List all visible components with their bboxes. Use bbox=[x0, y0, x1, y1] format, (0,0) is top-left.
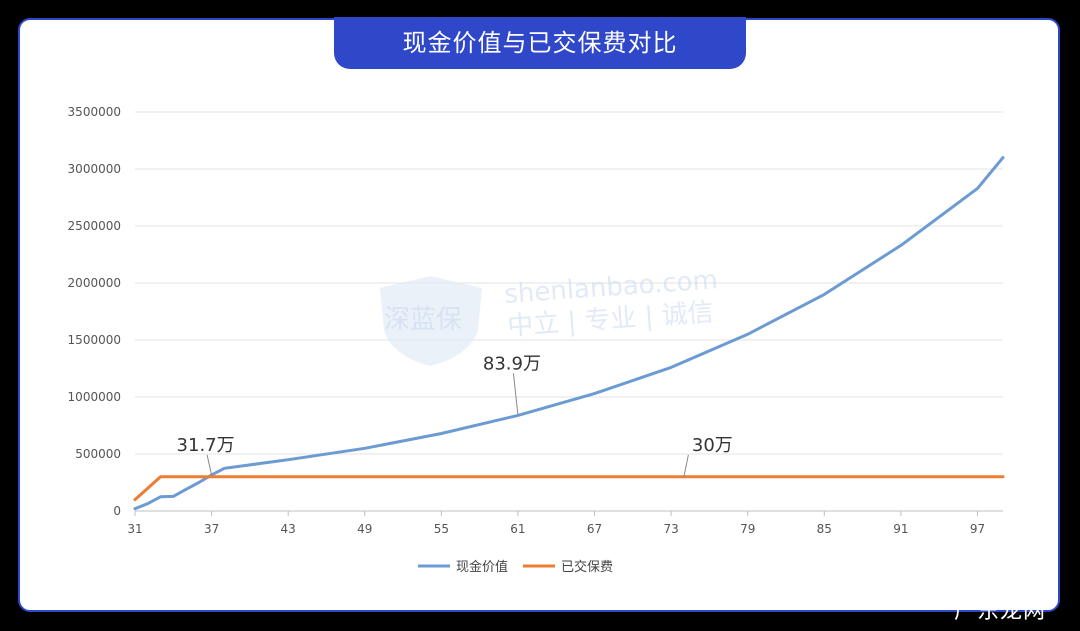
y-tick-label: 2500000 bbox=[68, 219, 121, 233]
watermark-logo: 深蓝保 bbox=[384, 305, 462, 335]
x-tick-label: 49 bbox=[357, 522, 372, 536]
annotation-label: 31.7万 bbox=[177, 435, 235, 456]
x-tick-label: 79 bbox=[740, 522, 755, 536]
annotation-leader bbox=[683, 454, 689, 477]
x-tick-label: 85 bbox=[817, 522, 832, 536]
x-tick-label: 91 bbox=[893, 522, 908, 536]
legend-label: 现金价值 bbox=[456, 559, 508, 575]
x-tick-label: 61 bbox=[510, 522, 525, 536]
annotation-label: 83.9万 bbox=[483, 353, 541, 374]
y-tick-label: 2000000 bbox=[68, 276, 121, 290]
y-axis-ticks: 0 500000 1000000 1500000 2000000 2500000 30000… bbox=[68, 105, 121, 518]
x-tick-label: 37 bbox=[204, 522, 219, 536]
watermark: 深蓝保 shenlanbao.com 中立 | 专业 | 诚信 bbox=[380, 265, 719, 366]
x-tick-label: 43 bbox=[281, 522, 296, 536]
y-tick-label: 500000 bbox=[75, 447, 121, 461]
annotation-leader bbox=[512, 373, 519, 416]
grid-lines bbox=[135, 111, 1003, 512]
shield-logo-icon bbox=[380, 276, 482, 366]
y-tick-label: 0 bbox=[113, 504, 121, 518]
legend: 现金价值 已交保费 bbox=[418, 559, 613, 575]
corner-watermark: 广东龙网 bbox=[953, 599, 1046, 624]
y-tick-label: 3500000 bbox=[68, 105, 121, 119]
annotation-label: 30万 bbox=[692, 435, 733, 456]
cash-value-line bbox=[133, 156, 1005, 511]
y-tick-label: 3000000 bbox=[68, 162, 121, 176]
legend-label: 已交保费 bbox=[561, 559, 613, 575]
chart-card bbox=[18, 18, 1060, 612]
annotations: 31.7万 83.9万 30万 bbox=[177, 353, 733, 477]
x-tick-label: 67 bbox=[587, 522, 602, 536]
y-tick-label: 1000000 bbox=[68, 390, 121, 404]
x-tick-label: 55 bbox=[434, 522, 449, 536]
x-axis-ticks: 31 37 43 49 55 61 67 73 79 85 91 97 bbox=[127, 511, 985, 536]
annotation-leader bbox=[206, 454, 213, 475]
y-tick-label: 1500000 bbox=[68, 333, 121, 347]
x-tick-label: 31 bbox=[127, 522, 142, 536]
x-tick-label: 73 bbox=[663, 522, 678, 536]
series-lines bbox=[133, 156, 1005, 511]
chart-title: 现金价值与已交保费对比 bbox=[334, 17, 746, 69]
premium-line bbox=[133, 475, 1005, 502]
x-tick-label: 97 bbox=[970, 522, 985, 536]
